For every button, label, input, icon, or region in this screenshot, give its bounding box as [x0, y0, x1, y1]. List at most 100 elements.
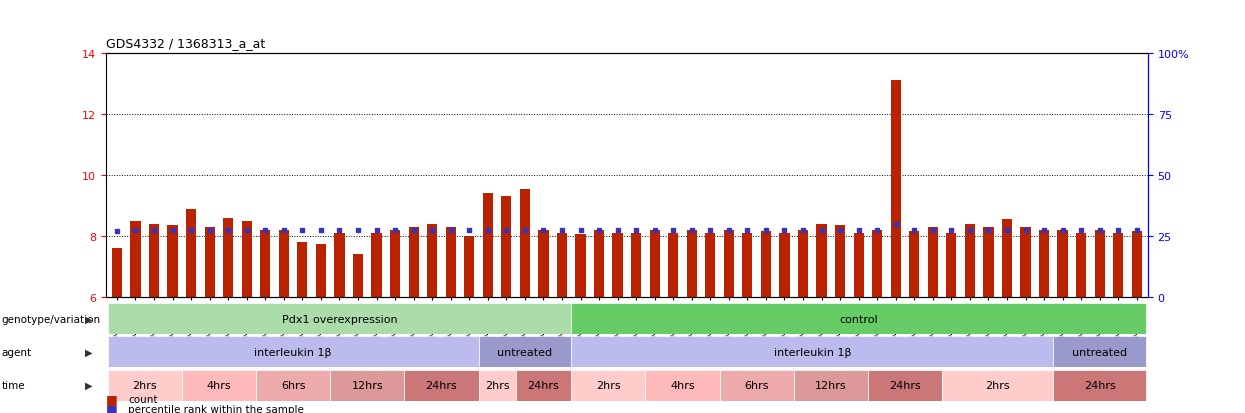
Text: 2hrs: 2hrs	[596, 380, 620, 390]
Text: ▶: ▶	[85, 380, 92, 390]
Bar	[1002, 220, 1012, 297]
Text: ▶: ▶	[85, 347, 92, 357]
Text: GDS4332 / 1368313_a_at: GDS4332 / 1368313_a_at	[106, 37, 265, 50]
Bar	[613, 233, 622, 297]
Text: 6hrs: 6hrs	[745, 380, 769, 390]
Bar	[1040, 230, 1050, 297]
Bar	[1094, 230, 1104, 297]
Bar	[390, 230, 400, 297]
Text: time: time	[1, 380, 25, 390]
Bar	[371, 233, 382, 297]
Bar	[1053, 370, 1147, 401]
Bar	[984, 227, 994, 297]
Bar	[909, 232, 919, 297]
Bar	[798, 230, 808, 297]
Bar	[890, 81, 901, 297]
Bar	[515, 370, 571, 401]
Bar	[168, 226, 178, 297]
Bar	[1057, 230, 1068, 297]
Bar	[298, 242, 308, 297]
Text: untreated: untreated	[497, 347, 553, 357]
Text: 2hrs: 2hrs	[132, 380, 157, 390]
Text: 24hrs: 24hrs	[426, 380, 457, 390]
Bar	[107, 370, 182, 401]
Bar	[405, 370, 478, 401]
Bar	[742, 233, 752, 297]
Bar	[316, 244, 326, 297]
Bar	[1076, 233, 1086, 297]
Bar	[872, 230, 883, 297]
Bar	[483, 194, 493, 297]
Bar	[1113, 233, 1123, 297]
Bar	[946, 233, 956, 297]
Text: 2hrs: 2hrs	[484, 380, 509, 390]
Bar	[854, 233, 864, 297]
Bar	[478, 337, 571, 368]
Bar	[794, 370, 868, 401]
Bar	[182, 370, 256, 401]
Text: Pdx1 overexpression: Pdx1 overexpression	[281, 314, 397, 324]
Bar	[557, 233, 566, 297]
Bar	[594, 230, 604, 297]
Text: 24hrs: 24hrs	[889, 380, 921, 390]
Bar	[965, 224, 975, 297]
Bar	[779, 233, 789, 297]
Bar	[352, 255, 364, 297]
Bar	[1132, 232, 1142, 297]
Bar	[650, 230, 660, 297]
Bar	[107, 337, 478, 368]
Text: agent: agent	[1, 347, 31, 357]
Bar	[464, 236, 474, 297]
Bar	[242, 221, 251, 297]
Bar	[260, 230, 270, 297]
Bar	[538, 230, 549, 297]
Text: 12hrs: 12hrs	[815, 380, 847, 390]
Bar	[571, 370, 645, 401]
Text: 24hrs: 24hrs	[528, 380, 559, 390]
Bar	[571, 304, 1147, 335]
Text: interleukin 1β: interleukin 1β	[254, 347, 332, 357]
Bar	[279, 230, 289, 297]
Bar	[478, 370, 515, 401]
Bar	[107, 304, 571, 335]
Bar	[519, 189, 530, 297]
Bar	[720, 370, 794, 401]
Bar	[223, 218, 233, 297]
Bar	[408, 227, 418, 297]
Text: 2hrs: 2hrs	[985, 380, 1010, 390]
Text: interleukin 1β: interleukin 1β	[773, 347, 852, 357]
Bar	[723, 230, 735, 297]
Bar	[631, 233, 641, 297]
Text: 4hrs: 4hrs	[670, 380, 695, 390]
Bar	[204, 227, 214, 297]
Bar	[427, 224, 437, 297]
Bar	[131, 221, 141, 297]
Bar	[705, 233, 716, 297]
Text: untreated: untreated	[1072, 347, 1127, 357]
Bar	[186, 209, 197, 297]
Text: count: count	[128, 394, 158, 404]
Bar	[575, 235, 585, 297]
Text: 24hrs: 24hrs	[1084, 380, 1116, 390]
Text: ■: ■	[106, 392, 117, 405]
Text: 4hrs: 4hrs	[207, 380, 232, 390]
Bar	[1021, 227, 1031, 297]
Text: control: control	[839, 314, 878, 324]
Text: ■: ■	[106, 402, 117, 413]
Bar	[687, 230, 697, 297]
Bar	[669, 233, 679, 297]
Bar	[817, 224, 827, 297]
Bar	[571, 337, 1053, 368]
Text: ▶: ▶	[85, 314, 92, 324]
Bar	[256, 370, 330, 401]
Text: genotype/variation: genotype/variation	[1, 314, 101, 324]
Bar	[942, 370, 1053, 401]
Text: 12hrs: 12hrs	[351, 380, 383, 390]
Bar	[928, 227, 937, 297]
Bar	[330, 370, 405, 401]
Bar	[335, 233, 345, 297]
Bar	[1053, 337, 1147, 368]
Bar	[645, 370, 720, 401]
Bar	[149, 224, 159, 297]
Bar	[868, 370, 942, 401]
